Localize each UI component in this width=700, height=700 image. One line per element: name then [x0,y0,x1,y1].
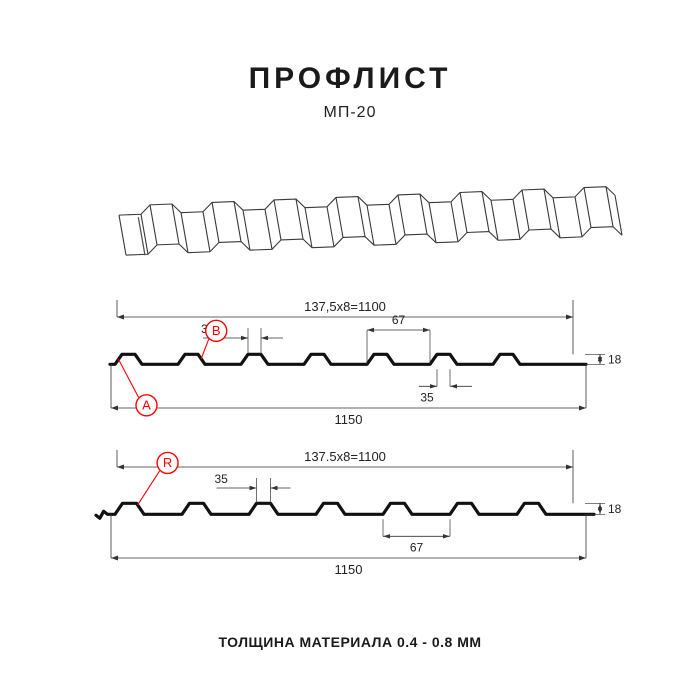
svg-text:137.5x8=1100: 137.5x8=1100 [304,449,386,464]
svg-text:R: R [163,455,172,470]
svg-text:67: 67 [410,540,424,554]
svg-text:35: 35 [215,472,229,486]
svg-text:1150: 1150 [335,562,363,577]
svg-text:18: 18 [608,502,622,516]
